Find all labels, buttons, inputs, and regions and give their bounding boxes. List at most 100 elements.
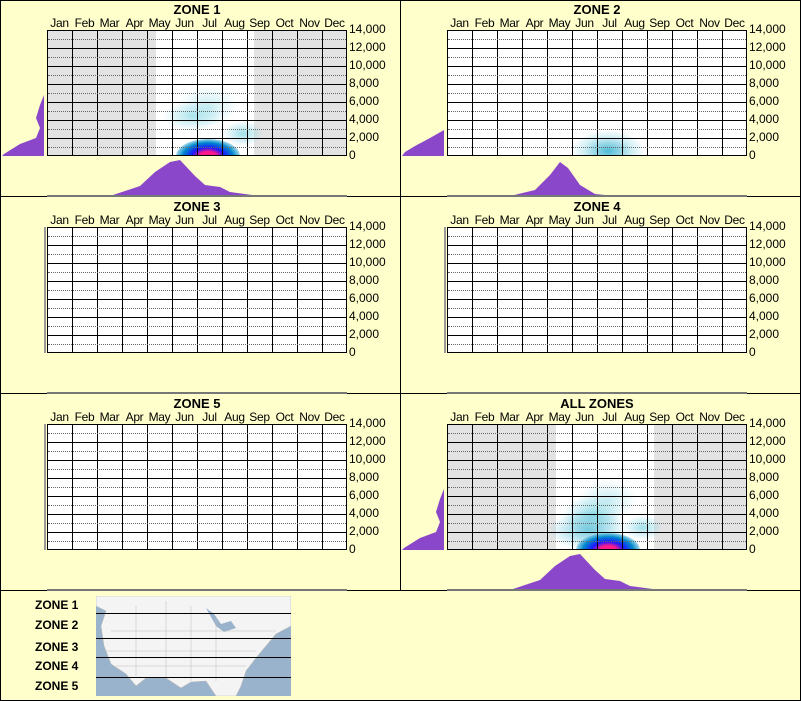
month-label: Feb <box>74 410 95 424</box>
heatmap-grid <box>47 227 347 353</box>
month-histogram-baseline <box>447 195 747 197</box>
elevation-label: 2,000 <box>349 327 380 341</box>
elevation-label: 0 <box>349 345 356 359</box>
month-label: Jul <box>602 213 617 227</box>
panel-title: ZONE 5 <box>173 396 221 411</box>
elevation-label: 10,000 <box>749 255 786 269</box>
month-label: Feb <box>474 16 495 30</box>
elevation-label: 0 <box>749 148 756 162</box>
zone-boundary-1-2 <box>96 613 291 614</box>
month-label: Jun <box>175 410 194 424</box>
elevation-histogram <box>402 489 444 550</box>
month-label: Oct <box>675 410 694 424</box>
month-label: Apr <box>525 410 544 424</box>
elevation-label: 14,000 <box>349 416 386 430</box>
month-histogram-baseline <box>47 195 347 197</box>
month-label: Sep <box>649 213 670 227</box>
month-axis: Jan Feb Mar Apr May Jun Jul Aug Sep Oct Nov Dec <box>447 16 747 30</box>
month-label: May <box>148 16 171 30</box>
legend-zone-3: ZONE 3 <box>35 640 79 654</box>
month-label: Aug <box>624 213 645 227</box>
elevation-label: 6,000 <box>749 291 780 305</box>
heatmap-grid <box>47 30 347 156</box>
elevation-label: 12,000 <box>749 434 786 448</box>
elevation-label: 10,000 <box>749 58 786 72</box>
month-label: Dec <box>324 410 345 424</box>
month-label: Jun <box>175 16 194 30</box>
elevation-label: 4,000 <box>749 309 780 323</box>
elevation-label: 12,000 <box>349 40 386 54</box>
month-label: Jan <box>50 410 69 424</box>
elevation-label: 0 <box>749 345 756 359</box>
month-label: Mar <box>499 16 520 30</box>
panel-title: ZONE 3 <box>173 199 221 214</box>
elevation-label: 2,000 <box>749 524 780 538</box>
month-label: Aug <box>224 213 245 227</box>
elevation-label: 8,000 <box>749 273 780 287</box>
month-label: Nov <box>699 410 720 424</box>
panel-z2: ZONE 2 Jan Feb Mar Apr May Jun Jul Aug Sep Oct Nov D… <box>400 0 800 197</box>
panel-z3: ZONE 3 Jan Feb Mar Apr May Jun Jul Aug Sep Oct Nov D… <box>0 197 400 394</box>
month-axis: Jan Feb Mar Apr May Jun Jul Aug Sep Oct Nov Dec <box>47 410 347 424</box>
us-map-icon <box>96 596 291 696</box>
month-axis: Jan Feb Mar Apr May Jun Jul Aug Sep Oct Nov Dec <box>47 16 347 30</box>
elevation-label: 14,000 <box>749 22 786 36</box>
month-label: Feb <box>74 213 95 227</box>
panel-title: ZONE 2 <box>573 2 621 17</box>
month-axis: Jan Feb Mar Apr May Jun Jul Aug Sep Oct Nov Dec <box>447 213 747 227</box>
month-label: May <box>548 16 571 30</box>
month-label: Aug <box>224 16 245 30</box>
month-histogram <box>110 160 260 196</box>
legend-zone-2: ZONE 2 <box>35 618 79 632</box>
month-label: Sep <box>249 213 270 227</box>
month-label: Jun <box>575 213 594 227</box>
month-label: Jul <box>202 410 217 424</box>
month-label: Oct <box>275 16 294 30</box>
elevation-label: 8,000 <box>749 76 780 90</box>
zone-boundary-2-3 <box>96 638 291 639</box>
heatmap-grid <box>447 227 747 353</box>
us-zone-map <box>96 596 291 696</box>
elevation-label: 8,000 <box>349 470 380 484</box>
month-histogram-baseline <box>47 392 347 394</box>
month-label: Aug <box>624 410 645 424</box>
panel-z1: ZONE 1 Jan Feb Mar Apr May Jun Jul Aug Sep Oct Nov D… <box>0 0 400 197</box>
legend-zone-1: ZONE 1 <box>35 598 79 612</box>
month-histogram-baseline <box>447 392 747 394</box>
month-label: Jan <box>50 16 69 30</box>
month-label: Jul <box>202 16 217 30</box>
month-label: Aug <box>624 16 645 30</box>
panel-z4: ZONE 4 Jan Feb Mar Apr May Jun Jul Aug Sep Oct Nov D… <box>400 197 800 394</box>
month-label: Aug <box>224 410 245 424</box>
panel-divider-vertical <box>400 0 401 590</box>
month-label: Jan <box>450 16 469 30</box>
month-label: Feb <box>74 16 95 30</box>
month-label: Feb <box>474 213 495 227</box>
month-label: Jan <box>50 213 69 227</box>
elevation-histogram <box>2 95 44 156</box>
month-label: Jan <box>450 213 469 227</box>
heatmap-grid <box>47 424 347 550</box>
month-label: Nov <box>299 213 320 227</box>
month-label: Feb <box>474 410 495 424</box>
elevation-label: 2,000 <box>349 524 380 538</box>
month-label: Sep <box>649 16 670 30</box>
month-label: Dec <box>724 213 745 227</box>
panel-z5: ZONE 5 Jan Feb Mar Apr May Jun Jul Aug Sep Oct Nov D… <box>0 394 400 591</box>
month-label: Sep <box>649 410 670 424</box>
month-label: Jun <box>175 213 194 227</box>
month-label: Nov <box>299 16 320 30</box>
month-label: Apr <box>125 213 144 227</box>
month-axis: Jan Feb Mar Apr May Jun Jul Aug Sep Oct Nov Dec <box>47 213 347 227</box>
month-label: Jul <box>202 213 217 227</box>
month-label: Dec <box>324 213 345 227</box>
panel-divider-row2 <box>0 393 801 394</box>
month-label: Jul <box>602 410 617 424</box>
legend-zone-5: ZONE 5 <box>35 679 79 693</box>
elevation-label: 6,000 <box>349 94 380 108</box>
zone-boundary-4-5 <box>96 677 291 678</box>
elevation-label: 2,000 <box>749 327 780 341</box>
elevation-label: 6,000 <box>749 488 780 502</box>
elevation-label: 14,000 <box>749 416 786 430</box>
heatmap-grid <box>447 30 747 156</box>
